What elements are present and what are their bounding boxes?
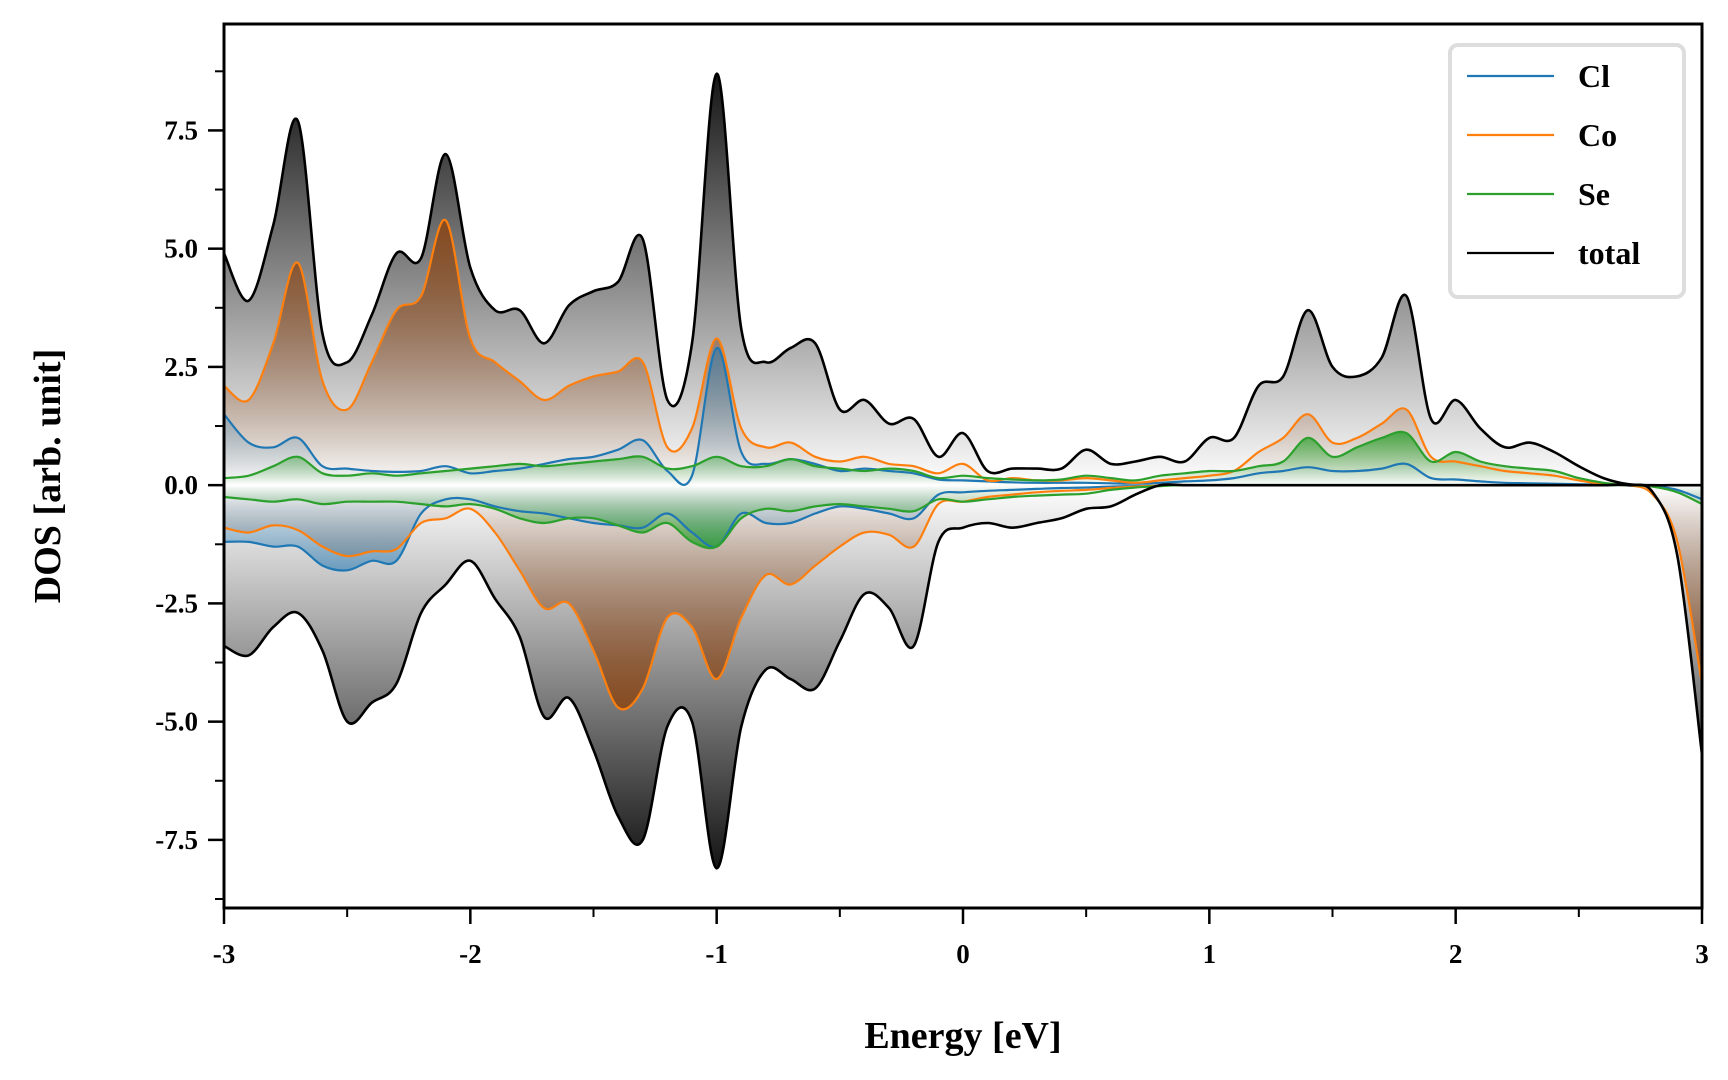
y-tick-label: 2.5 bbox=[164, 352, 198, 382]
x-tick-label: -1 bbox=[705, 939, 728, 969]
legend-label: Cl bbox=[1578, 58, 1610, 94]
y-axis-label: DOS [arb. unit] bbox=[27, 349, 69, 603]
x-tick-label: 1 bbox=[1203, 939, 1217, 969]
x-axis-label: Energy [eV] bbox=[864, 1015, 1061, 1057]
x-tick-label: 2 bbox=[1449, 939, 1463, 969]
fill-co-spin-down bbox=[224, 484, 1702, 710]
line-total-spin-up bbox=[224, 72, 1702, 487]
y-tick-label: 0.0 bbox=[164, 470, 198, 500]
y-tick-label: 5.0 bbox=[164, 234, 198, 264]
y-tick-label: 7.5 bbox=[164, 115, 198, 145]
x-axis-ticks: -3 -2 -1 0 1 2 3 bbox=[213, 908, 1709, 969]
line-cl-spin-up bbox=[224, 346, 1702, 487]
line-total-spin-down bbox=[224, 483, 1702, 870]
line-co-spin-up bbox=[224, 219, 1702, 487]
line-se-spin-up bbox=[224, 430, 1702, 487]
x-tick-label: -3 bbox=[213, 939, 236, 969]
fill-total-spin-down bbox=[224, 484, 1702, 869]
legend-label: Se bbox=[1578, 176, 1610, 212]
plot-area bbox=[224, 72, 1702, 870]
legend-item-co: Co bbox=[1467, 117, 1617, 153]
y-tick-label: -7.5 bbox=[155, 825, 198, 855]
legend-label: Co bbox=[1578, 117, 1617, 153]
legend-item-total: total bbox=[1467, 235, 1640, 271]
x-tick-label: -2 bbox=[459, 939, 482, 969]
fill-se-spin-down bbox=[224, 485, 1702, 549]
legend-box bbox=[1448, 43, 1686, 299]
y-axis-ticks: -7.5 -5.0 -2.5 0.0 2.5 5.0 7.5 bbox=[155, 70, 224, 901]
legend-item-cl: Cl bbox=[1467, 58, 1610, 94]
x-tick-label: 3 bbox=[1695, 939, 1709, 969]
legend-item-se: Se bbox=[1467, 176, 1610, 212]
legend: Cl Co Se total bbox=[1448, 43, 1686, 299]
legend-label: total bbox=[1578, 235, 1640, 271]
y-tick-label: -2.5 bbox=[155, 588, 198, 618]
y-tick-label: -5.0 bbox=[155, 707, 198, 737]
x-tick-label: 0 bbox=[956, 939, 970, 969]
fill-co-spin-up bbox=[224, 219, 1702, 486]
